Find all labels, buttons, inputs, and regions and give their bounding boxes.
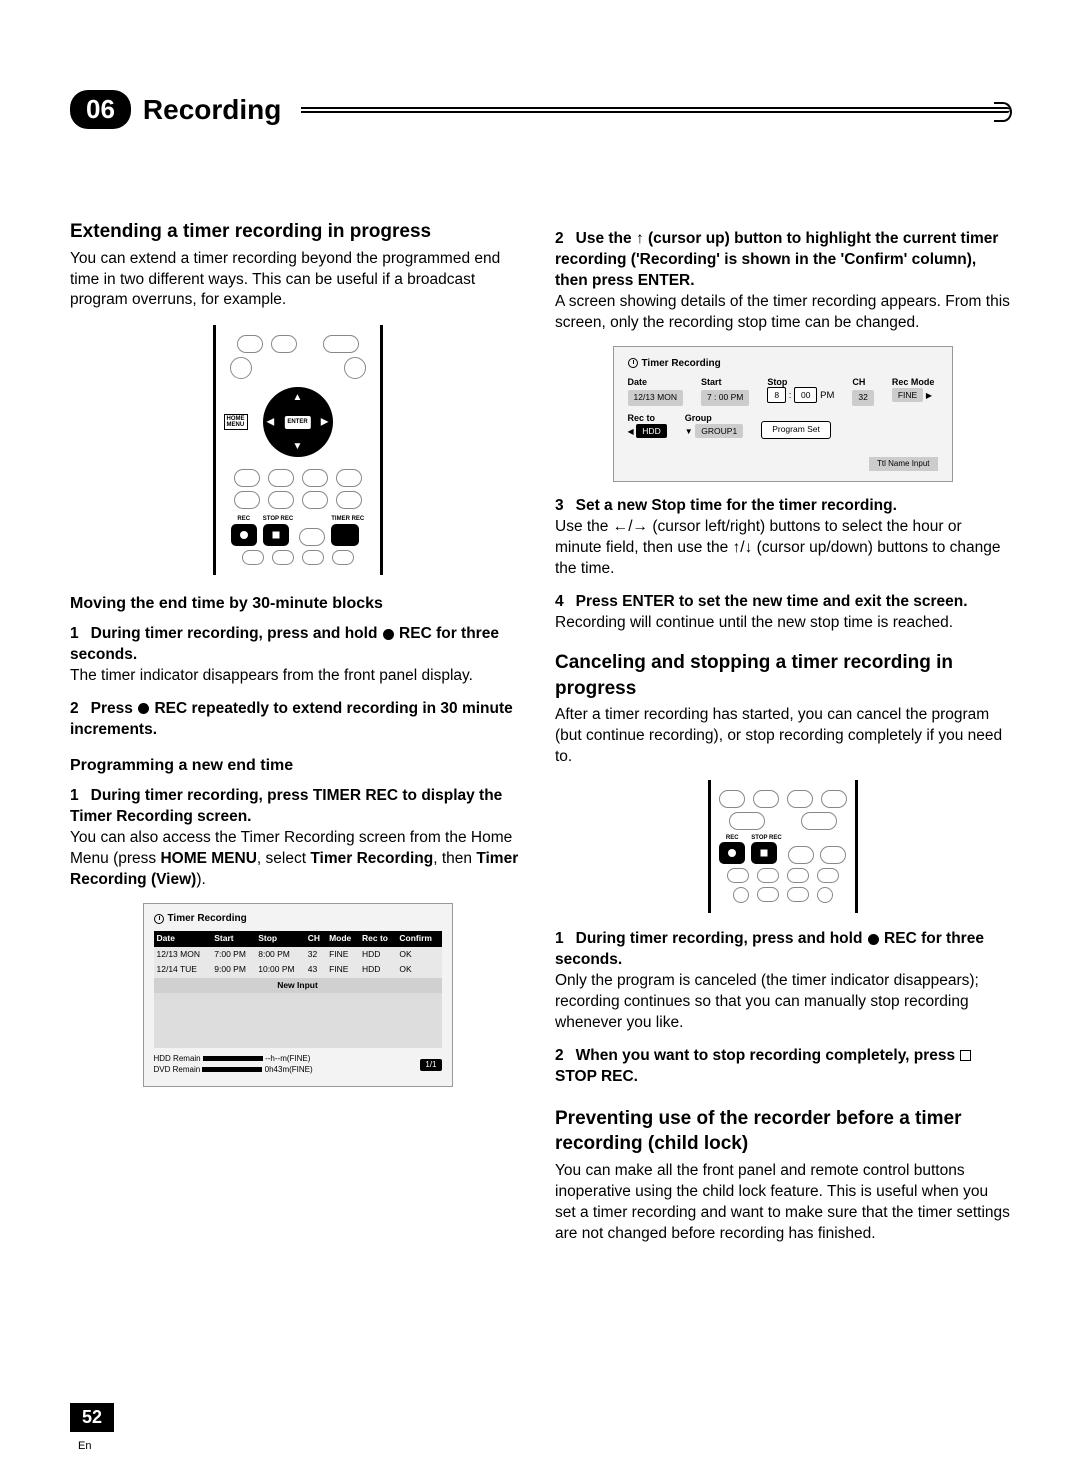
dpad: ▲▼ ◀▶ ENTER <box>263 387 333 457</box>
clock-icon <box>628 358 638 368</box>
page-indicator: 1/1 <box>420 1059 441 1072</box>
home-menu-label: HOMEMENU <box>224 414 248 430</box>
step: 2Press REC repeatedly to extend recordin… <box>70 699 525 741</box>
body-text: A screen showing details of the timer re… <box>555 292 1010 334</box>
body-text: You can make all the front panel and rem… <box>555 1161 1010 1245</box>
page-header: 06 Recording <box>70 90 1010 129</box>
rec-button-icon <box>231 524 257 546</box>
body-text: The timer indicator disappears from the … <box>70 666 525 687</box>
step: 2Use the (cursor up) button to highlight… <box>555 229 1010 292</box>
timer-recording-list-screen: Timer Recording DateStartStop CHModeRec … <box>143 903 453 1087</box>
chapter-number: 06 <box>70 90 131 129</box>
step: 1During timer recording, press TIMER REC… <box>70 786 525 828</box>
step: 3Set a new Stop time for the timer recor… <box>555 496 1010 517</box>
timer-recording-table: DateStartStop CHModeRec toConfirm 12/13 … <box>154 931 442 1048</box>
remote-diagram-small: REC STOP REC <box>708 780 858 913</box>
body-text: Only the program is canceled (the timer … <box>555 971 1010 1034</box>
rec-button-icon <box>719 842 745 864</box>
section-heading: Canceling and stopping a timer recording… <box>555 650 1010 701</box>
step: 2When you want to stop recording complet… <box>555 1046 1010 1088</box>
timer-recording-detail-screen: Timer Recording Date12/13 MON Start7 : 0… <box>613 346 953 483</box>
left-column: Extending a timer recording in progress … <box>70 219 525 1257</box>
step: 1During timer recording, press and hold … <box>555 929 1010 971</box>
page-number: 52 <box>70 1403 114 1432</box>
body-text: Use the / (cursor left/right) buttons to… <box>555 517 1010 580</box>
right-column: 2Use the (cursor up) button to highlight… <box>555 219 1010 1257</box>
language-code: En <box>78 1440 91 1452</box>
body-text: You can extend a timer recording beyond … <box>70 249 525 312</box>
timer-rec-button-icon <box>331 524 359 546</box>
body-text: Recording will continue until the new st… <box>555 613 1010 634</box>
content-columns: Extending a timer recording in progress … <box>70 219 1010 1257</box>
enter-button: ENTER <box>284 416 310 428</box>
stoprec-button-icon <box>263 524 289 546</box>
remote-diagram: HOMEMENU ▲▼ ◀▶ ENTER REC STOP REC TIMER … <box>213 325 383 574</box>
subsection-heading: Moving the end time by 30-minute blocks <box>70 593 525 615</box>
chapter-title: Recording <box>143 94 281 126</box>
subsection-heading: Programming a new end time <box>70 755 525 777</box>
body-text: You can also access the Timer Recording … <box>70 828 525 891</box>
step: 4Press ENTER to set the new time and exi… <box>555 592 1010 613</box>
header-rule <box>301 107 1010 113</box>
section-heading: Preventing use of the recorder before a … <box>555 1106 1010 1157</box>
clock-icon <box>154 914 164 924</box>
table-row: 12/13 MON7:00 PM8:00 PM 32FINEHDDOK <box>154 947 442 962</box>
table-row: 12/14 TUE9:00 PM10:00 PM 43FINEHDDOK <box>154 962 442 977</box>
section-heading: Extending a timer recording in progress <box>70 219 525 245</box>
step: 1During timer recording, press and hold … <box>70 624 525 666</box>
body-text: After a timer recording has started, you… <box>555 705 1010 768</box>
stoprec-button-icon <box>751 842 777 864</box>
